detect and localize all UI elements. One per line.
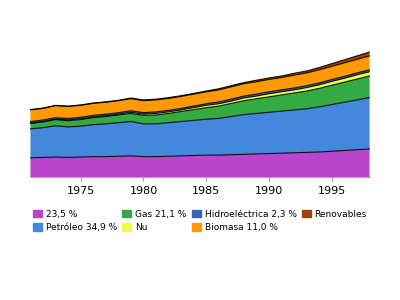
Legend: 23,5 %, Petróleo 34,9 %, Gas 21,1 %, Nu, Hidroeléctrica 2,3 %, Biomasa 11,0 %, R: 23,5 %, Petróleo 34,9 %, Gas 21,1 %, Nu,… [30,206,370,236]
